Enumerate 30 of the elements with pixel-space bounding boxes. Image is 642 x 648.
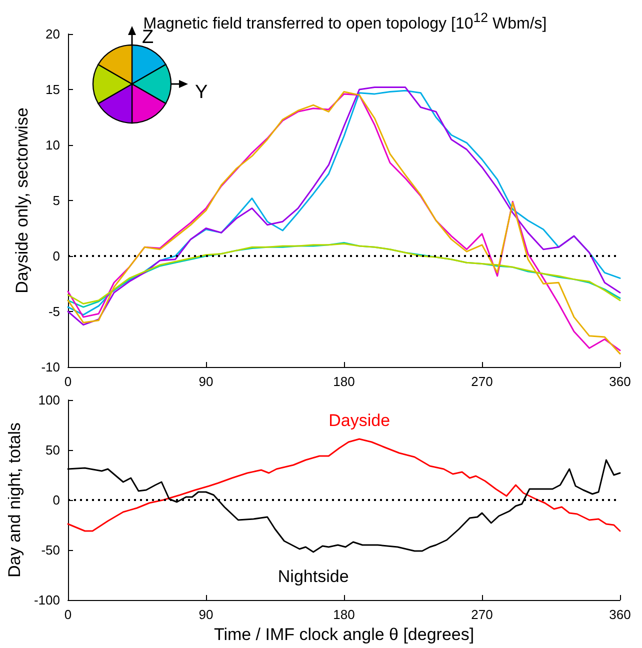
y-axis-title: Dayside only, sectorwise [12,108,32,294]
x-tick-label: 360 [609,374,631,389]
y-tick-label: 100 [38,392,60,408]
y-tick-label: 0 [52,492,60,508]
y-tick-label: -10 [41,360,60,374]
y-tick-label: 10 [46,138,60,152]
x-tick-label: 180 [333,374,355,389]
y-tick-label: 0 [52,248,60,264]
x-tick-label: 0 [64,374,72,389]
annotation: Z [142,27,154,48]
y-tick-label: -100 [34,592,60,608]
x-tick-label: 0 [64,607,72,622]
y-tick-label: 15 [46,82,60,97]
y-tick-label: 50 [46,442,60,458]
y-tick-label: 5 [52,193,60,208]
x-tick-label: 90 [198,374,214,389]
x-tick-label: 360 [609,607,631,622]
y-axis-title: Day and night, totals [5,422,24,578]
x-tick-label: 90 [198,607,214,622]
series-label: Dayside [328,411,390,430]
y-tick-label: -5 [48,304,60,319]
y-tick-label: 20 [46,26,60,42]
series-label: Nightside [278,567,349,586]
x-tick-label: 270 [471,607,493,622]
x-tick-label: 180 [333,607,355,622]
x-tick-label: 270 [471,374,493,389]
y-tick-label: -50 [41,542,60,558]
x-axis-title: Time / IMF clock angle θ [degrees] [214,624,474,644]
annotation: Y [195,82,208,103]
line-series [67,438,621,532]
